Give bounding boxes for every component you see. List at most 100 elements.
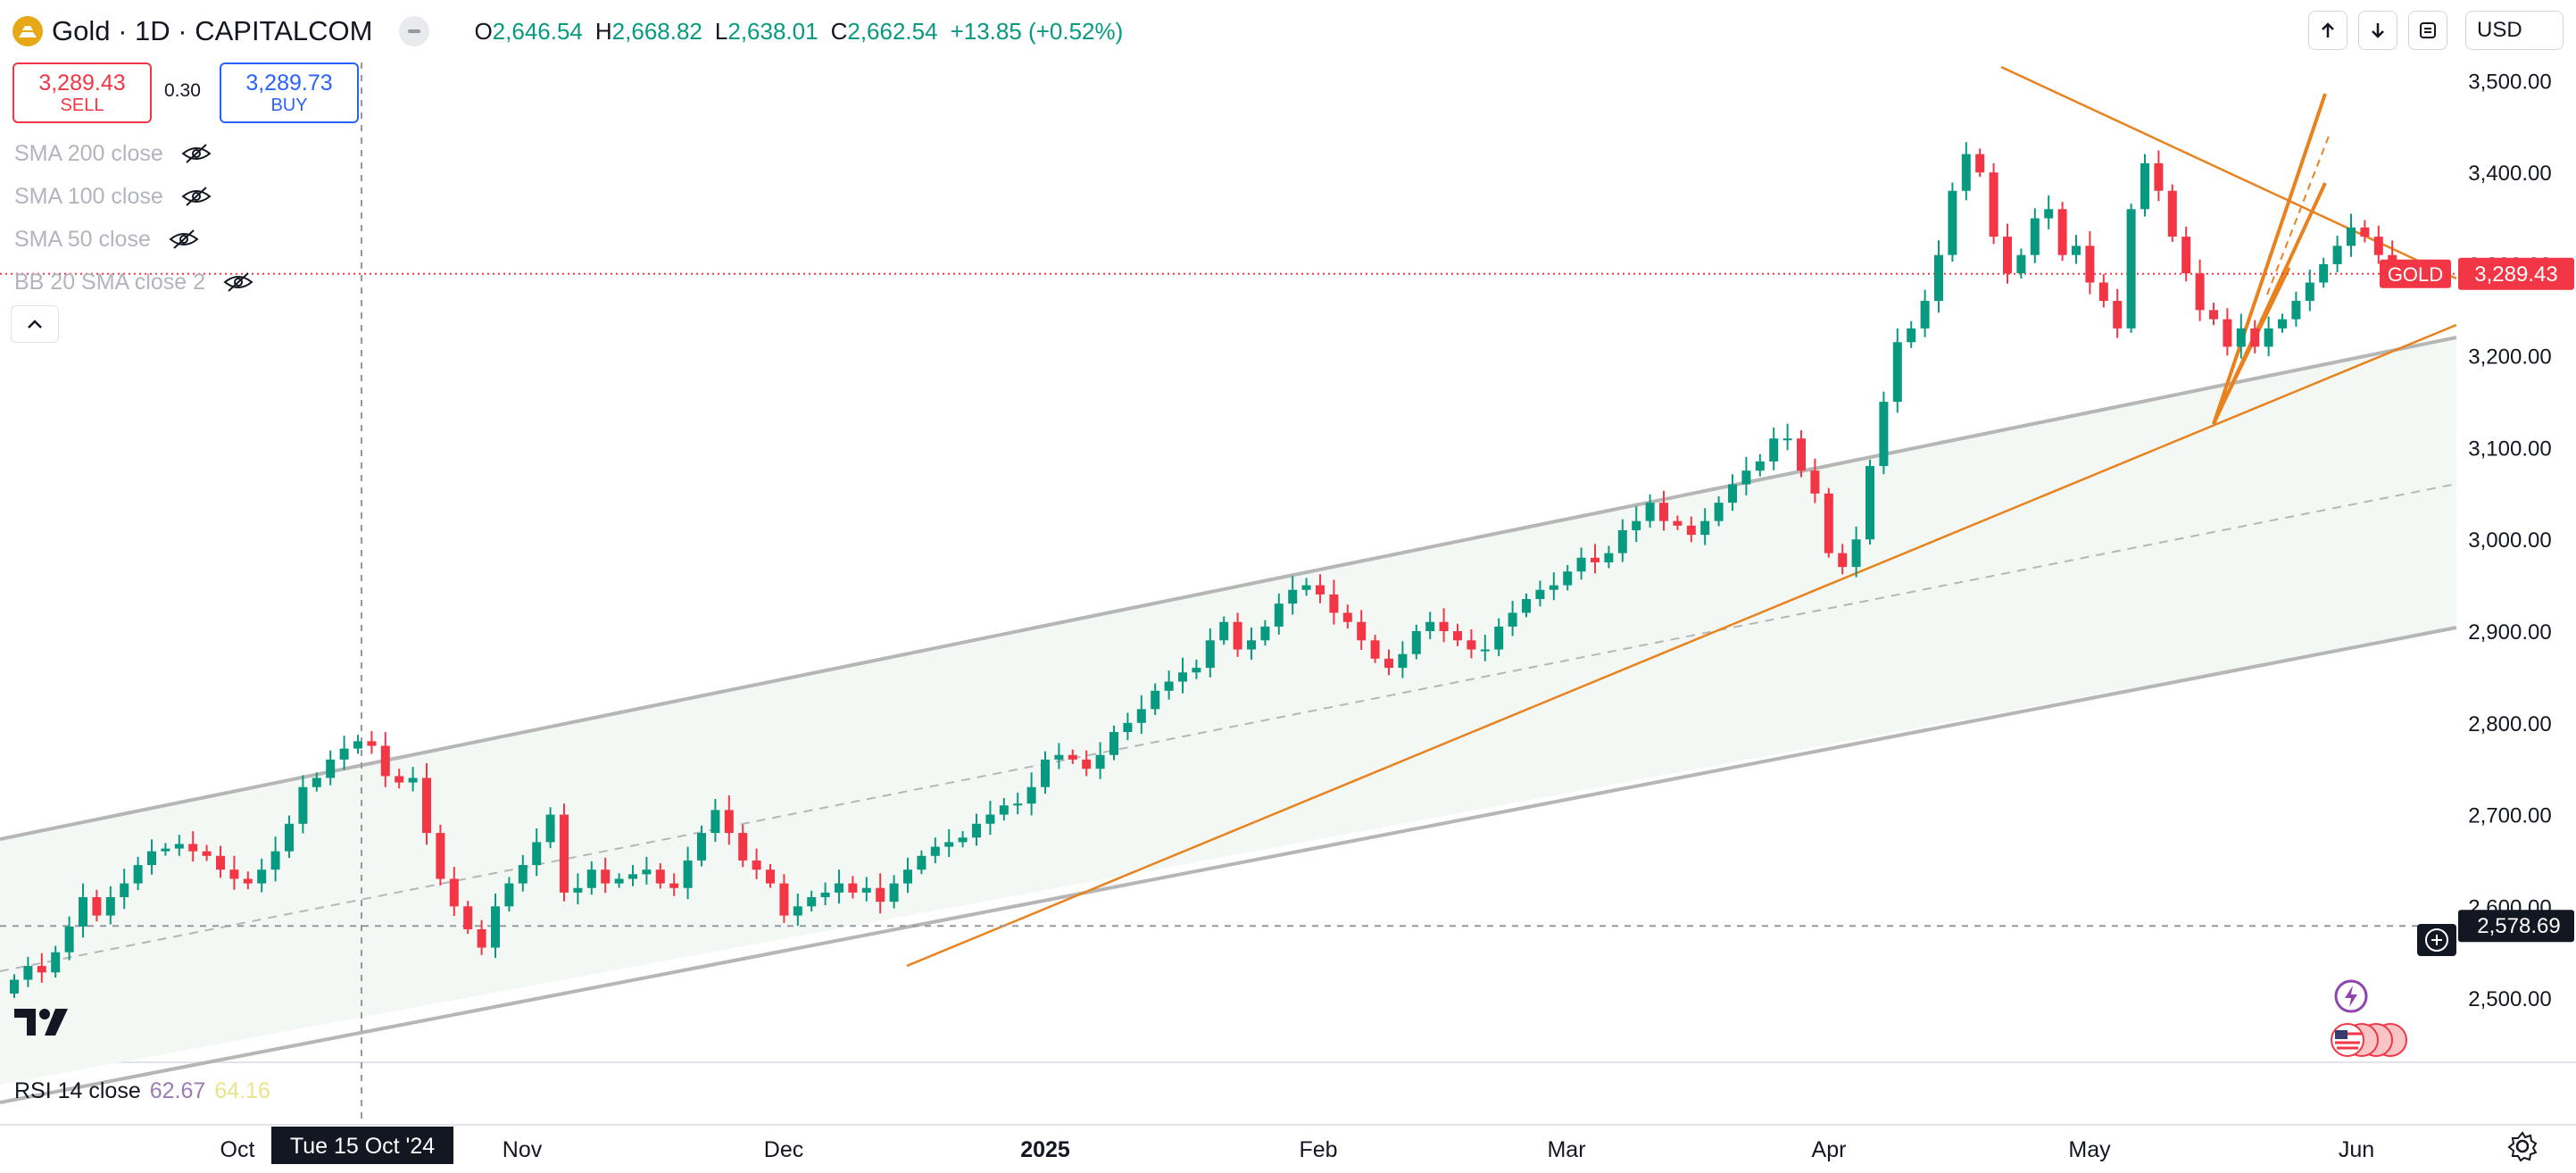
candle-body[interactable] xyxy=(560,814,569,893)
candle-body[interactable] xyxy=(1398,653,1408,669)
candle-body[interactable] xyxy=(1151,690,1160,710)
candle-body[interactable] xyxy=(229,869,239,879)
candle-body[interactable] xyxy=(491,906,500,948)
candle-body[interactable] xyxy=(1205,640,1215,669)
candle-body[interactable] xyxy=(257,869,267,884)
candle-body[interactable] xyxy=(1645,503,1655,521)
candle-body[interactable] xyxy=(944,842,954,847)
candle-body[interactable] xyxy=(105,897,115,916)
candle-body[interactable] xyxy=(2360,227,2370,237)
candle-body[interactable] xyxy=(601,869,611,884)
candle-body[interactable] xyxy=(628,874,637,879)
candle-body[interactable] xyxy=(724,810,734,834)
candle-body[interactable] xyxy=(2167,190,2177,237)
candle-body[interactable] xyxy=(972,823,981,838)
candle-body[interactable] xyxy=(2305,282,2314,302)
collapse-indicators-button[interactable] xyxy=(11,305,59,343)
candle-body[interactable] xyxy=(985,814,995,824)
candle-body[interactable] xyxy=(1700,520,1710,536)
candle-body[interactable] xyxy=(1192,668,1201,673)
candle-body[interactable] xyxy=(1453,631,1462,641)
candle-body[interactable] xyxy=(1109,732,1118,755)
candle-body[interactable] xyxy=(1549,585,1558,590)
candle-body[interactable] xyxy=(1233,621,1242,650)
candle-body[interactable] xyxy=(2319,263,2329,283)
scroll-up-button[interactable] xyxy=(2308,11,2347,50)
candle-body[interactable] xyxy=(353,741,362,749)
candle-body[interactable] xyxy=(504,883,514,907)
candle-body[interactable] xyxy=(2291,301,2301,320)
candle-body[interactable] xyxy=(2154,162,2164,191)
candle-body[interactable] xyxy=(1961,154,1971,191)
candle-body[interactable] xyxy=(876,887,885,903)
candle-body[interactable] xyxy=(1535,589,1545,600)
collapse-legend-button[interactable] xyxy=(399,16,430,46)
rsi-legend[interactable]: RSI 14 close 62.67 64.16 xyxy=(14,1078,270,1104)
candle-body[interactable] xyxy=(532,842,542,866)
candle-body[interactable] xyxy=(1342,612,1352,622)
plus-circle-icon[interactable] xyxy=(2417,924,2456,956)
candle-body[interactable] xyxy=(120,883,129,898)
candle-body[interactable] xyxy=(2126,209,2136,329)
candle-body[interactable] xyxy=(1838,553,1848,568)
candle-body[interactable] xyxy=(1494,626,1504,650)
candle-body[interactable] xyxy=(2195,273,2205,311)
candle-body[interactable] xyxy=(766,869,775,884)
candle-body[interactable] xyxy=(2209,310,2218,320)
candle-body[interactable] xyxy=(889,883,899,903)
candle-body[interactable] xyxy=(2250,328,2260,347)
candle-body[interactable] xyxy=(2016,254,2026,274)
candle-body[interactable] xyxy=(1563,571,1573,586)
candle-body[interactable] xyxy=(1632,520,1641,530)
candle-body[interactable] xyxy=(1274,603,1284,627)
candle-body[interactable] xyxy=(1467,640,1476,650)
candle-body[interactable] xyxy=(298,786,308,824)
hide-eye-icon[interactable] xyxy=(169,229,199,250)
candle-body[interactable] xyxy=(518,865,528,884)
candle-body[interactable] xyxy=(449,878,459,907)
candle-body[interactable] xyxy=(697,833,706,861)
candle-body[interactable] xyxy=(2098,282,2108,302)
candle-body[interactable] xyxy=(1907,328,1916,343)
candle-body[interactable] xyxy=(1288,589,1298,604)
candle-body[interactable] xyxy=(1301,585,1311,590)
candle-body[interactable] xyxy=(1522,599,1531,613)
candle-body[interactable] xyxy=(669,883,679,888)
candle-body[interactable] xyxy=(1714,503,1724,521)
candle-body[interactable] xyxy=(586,869,596,888)
candle-body[interactable] xyxy=(64,926,74,953)
candle-body[interactable] xyxy=(2113,301,2123,329)
candle-body[interactable] xyxy=(1866,466,1874,540)
candle-body[interactable] xyxy=(614,878,624,884)
trendline-steep-1[interactable] xyxy=(2212,93,2327,425)
candle-body[interactable] xyxy=(477,928,486,948)
candle-body[interactable] xyxy=(395,776,404,783)
candle-body[interactable] xyxy=(188,844,198,852)
gear-icon[interactable] xyxy=(2506,1130,2539,1162)
candle-body[interactable] xyxy=(2140,162,2149,210)
scroll-down-button[interactable] xyxy=(2358,11,2397,50)
indicator-sma-200[interactable]: SMA 200 close xyxy=(14,132,253,175)
candle-body[interactable] xyxy=(2003,237,2012,274)
trendline-support[interactable] xyxy=(906,323,2457,968)
symbol-title[interactable]: Gold · 1D · CAPITALCOM xyxy=(52,15,373,46)
candle-body[interactable] xyxy=(2278,319,2287,329)
candle-body[interactable] xyxy=(1591,557,1600,562)
candle-body[interactable] xyxy=(1824,493,1833,553)
candle-body[interactable] xyxy=(930,846,940,856)
candle-body[interactable] xyxy=(1219,621,1229,641)
candle-body[interactable] xyxy=(216,855,225,870)
candle-body[interactable] xyxy=(848,883,858,893)
candle-body[interactable] xyxy=(1576,557,1586,572)
candle-body[interactable] xyxy=(1384,658,1393,669)
candle-body[interactable] xyxy=(2085,245,2095,283)
candle-body[interactable] xyxy=(958,837,968,843)
candle-body[interactable] xyxy=(793,906,802,916)
candle-body[interactable] xyxy=(2264,328,2273,347)
candle-body[interactable] xyxy=(1136,709,1146,723)
candle-body[interactable] xyxy=(1741,470,1751,485)
candle-body[interactable] xyxy=(1329,594,1339,613)
candle-body[interactable] xyxy=(422,778,431,834)
indicator-bb-20[interactable]: BB 20 SMA close 2 xyxy=(14,261,253,304)
candle-body[interactable] xyxy=(1425,621,1435,632)
